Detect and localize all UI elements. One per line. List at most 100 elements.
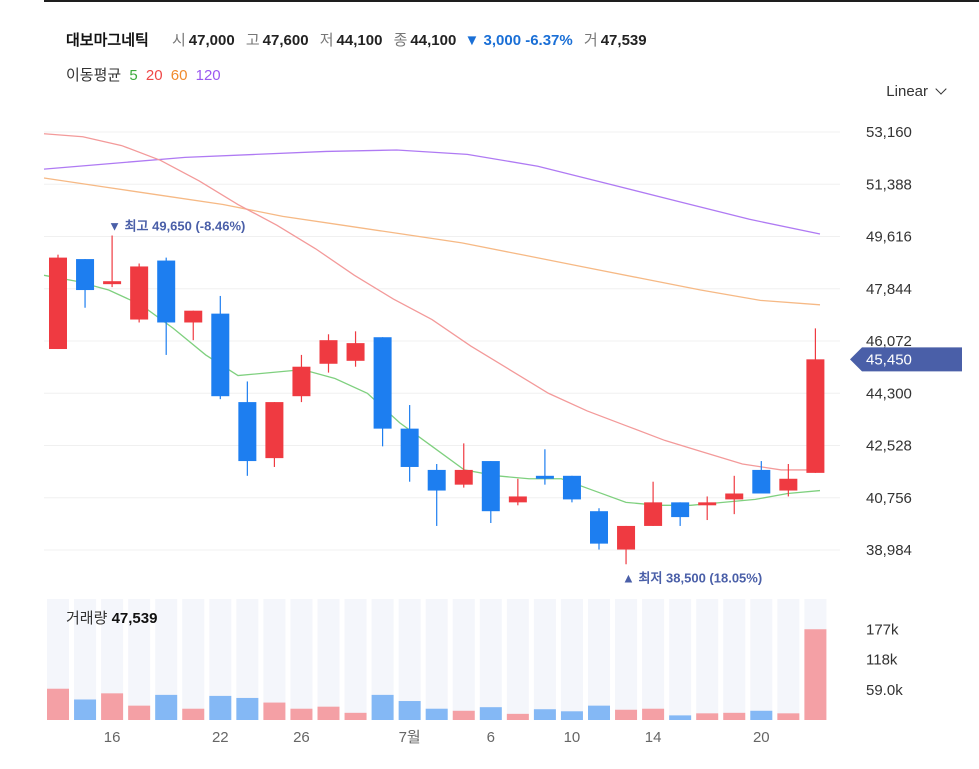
x-tick-label: 26 [293, 729, 310, 746]
volume-column-bg [723, 599, 746, 720]
volume-column-bg [236, 599, 259, 720]
volume-bar [74, 699, 97, 720]
y-tick-label: 38,984 [866, 542, 912, 559]
candle-body [562, 475, 581, 500]
candle-body [617, 525, 636, 550]
volume-bar [344, 712, 367, 720]
volume-column-bg [560, 599, 583, 720]
volume-bar [642, 708, 665, 720]
candle-body [211, 313, 230, 397]
candle-body [454, 469, 473, 485]
y-tick-label: 46,072 [866, 333, 912, 350]
volume-bar [696, 713, 719, 720]
volume-column-bg [777, 599, 800, 720]
volume-bar [236, 697, 259, 720]
current-price-label: 45,450 [866, 351, 912, 368]
current-price-badge [850, 347, 962, 372]
candle-body [779, 478, 798, 491]
volume-bar [128, 705, 151, 720]
volume-column-bg [696, 599, 719, 720]
volume-column-bg [452, 599, 475, 720]
scale-dropdown[interactable]: Linear [886, 83, 947, 100]
volume-bar [101, 693, 124, 720]
price-summary: 대보마그네틱 시 47,000 고 47,600 저 44,100 종 44,100 ▼… [66, 29, 647, 50]
ma-legend-20[interactable]: 20 [145, 67, 163, 84]
candle-body [752, 469, 771, 494]
x-tick-label: 22 [212, 729, 229, 746]
volume-bar [155, 694, 178, 720]
candle-body [292, 366, 311, 397]
volume-column-bg [479, 599, 502, 720]
volume-column-bg [506, 599, 529, 720]
y-tick-label: 51,388 [866, 176, 912, 193]
volume-column-bg [371, 599, 394, 720]
candle-body [671, 502, 690, 518]
x-tick-label: 16 [104, 729, 121, 746]
volume-tick-label: 59.0k [866, 682, 903, 699]
volume-bar [615, 709, 638, 720]
candle-body [76, 259, 95, 291]
volume-column-bg [750, 599, 773, 720]
volume-legend-label: 거래량 [66, 610, 108, 627]
change-value: ▼ 3,000 -6.37% [464, 32, 573, 49]
y-tick-label: 44,300 [866, 385, 912, 402]
volume-column-bg [615, 599, 638, 720]
volume-bar [669, 715, 692, 720]
ma-legend-120[interactable]: 120 [195, 67, 221, 84]
candle-body [103, 281, 122, 285]
volume-legend-value: 47,539 [111, 610, 158, 627]
volume-column-bg [588, 599, 610, 720]
volume-tick-label: 118k [866, 652, 898, 669]
top-border [44, 0, 979, 2]
volume-bar [209, 695, 232, 720]
volume-bar [560, 711, 583, 720]
volume-bar [479, 707, 502, 720]
volume-column-bg [533, 599, 556, 720]
candle-body [400, 428, 419, 467]
volume-column-bg [642, 599, 665, 720]
volume-column-bg [317, 599, 340, 720]
volume-bar [804, 629, 827, 720]
volume-label: 거 [583, 32, 598, 49]
y-tick-label: 49,616 [866, 229, 912, 246]
candle-body [644, 502, 663, 526]
volume-bar [750, 710, 773, 720]
candle-body [49, 257, 67, 350]
candle-body [346, 343, 365, 361]
min-annotation: ▲ 최저 38,500 (18.05%) [622, 570, 762, 585]
candle-body [427, 469, 446, 491]
volume-bar [263, 702, 286, 720]
ma60-line [43, 177, 821, 306]
volume-column-bg [425, 599, 448, 720]
x-tick-label: 7월 [399, 729, 421, 746]
volume-bar [777, 713, 800, 720]
volume-column-bg [182, 599, 205, 720]
y-tick-label: 53,160 [866, 124, 912, 141]
y-tick-label: 40,756 [866, 490, 912, 507]
candle-body [265, 402, 284, 459]
x-tick-label: 20 [753, 729, 770, 746]
candle-body [238, 402, 257, 462]
close-label: 종 [393, 32, 408, 49]
ma120-line [43, 149, 821, 235]
max-annotation: ▼ 최고 49,650 (-8.46%) [108, 218, 245, 233]
candle-body [157, 260, 176, 323]
volume-tick-label: 177k [866, 621, 899, 638]
candle-body [373, 337, 392, 429]
volume-bar [506, 713, 529, 720]
volume-bar [371, 694, 394, 720]
y-tick-label: 42,528 [866, 438, 912, 455]
ma-legend-label: 이동평균 [66, 67, 122, 84]
volume-column-bg [101, 599, 124, 720]
volume-column-bg [263, 599, 286, 720]
ma-legend-5[interactable]: 5 [129, 67, 138, 84]
ma-legend-60[interactable]: 60 [170, 67, 188, 84]
open-label: 시 [171, 32, 186, 49]
volume-column-bg [290, 599, 313, 720]
stock-name: 대보마그네틱 [66, 32, 149, 49]
scale-label: Linear [886, 83, 928, 100]
volume-bar [47, 688, 69, 720]
candle-body [481, 461, 500, 512]
volume-column-bg [74, 599, 97, 720]
